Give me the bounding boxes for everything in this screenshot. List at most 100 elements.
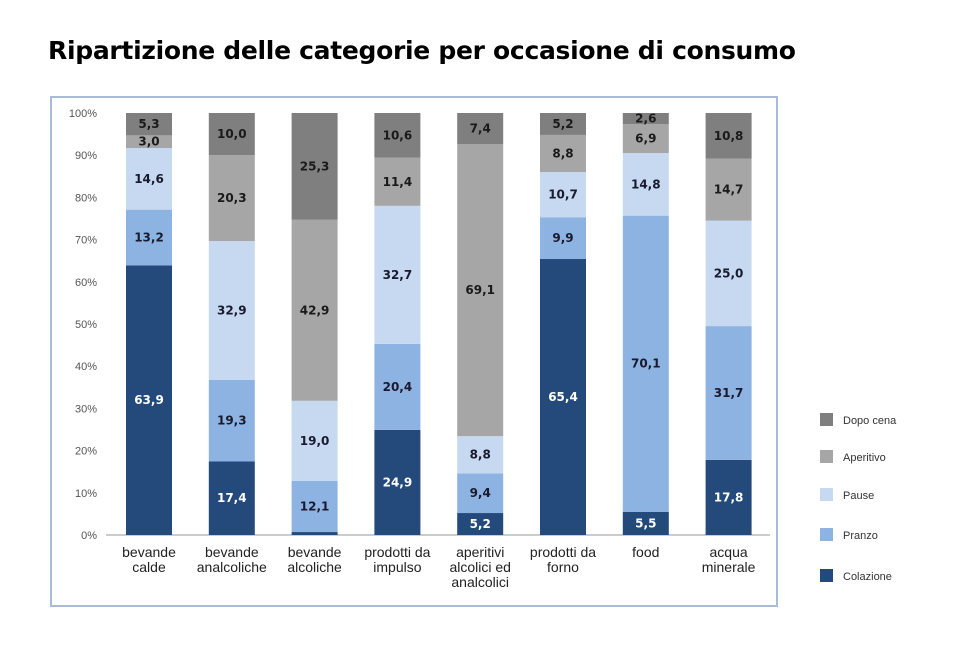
data-label: 20,3 xyxy=(217,191,247,205)
data-label: 14,7 xyxy=(714,183,744,197)
bar-segment-pause xyxy=(126,148,172,210)
bar-segment-pause xyxy=(622,153,669,216)
data-label: 2,6 xyxy=(635,111,656,125)
bar-segment-aperitivo xyxy=(622,123,669,154)
x-tick-label: bevande xyxy=(288,544,342,560)
data-label: 5,5 xyxy=(635,516,656,530)
data-label: 42,9 xyxy=(300,303,330,317)
x-tick-label: calde xyxy=(132,559,166,575)
x-tick-label: minerale xyxy=(702,559,756,575)
bar-segment-colazione xyxy=(374,429,421,535)
x-tick-label: acqua xyxy=(710,544,748,560)
x-tick-label: analcolici xyxy=(451,574,509,590)
legend-label: Aperitivo xyxy=(843,452,886,464)
bar-segment-pause xyxy=(291,400,338,481)
y-tick-label: 50% xyxy=(75,319,97,331)
data-label: 20,4 xyxy=(383,380,413,394)
data-label: 8,8 xyxy=(470,448,491,462)
data-label: 32,7 xyxy=(383,268,413,282)
data-label: 5,3 xyxy=(138,117,159,131)
data-label: 9,9 xyxy=(552,231,573,245)
bar-segment-pause xyxy=(457,436,504,474)
bar-segment-dopo-cena xyxy=(374,113,421,158)
bar-segment-dopo-cena xyxy=(291,113,338,220)
bar-segment-aperitivo xyxy=(126,135,172,149)
legend-label: Pranzo xyxy=(843,530,878,542)
y-tick-label: 30% xyxy=(75,403,97,415)
legend-swatch xyxy=(820,569,833,582)
data-label: 14,8 xyxy=(631,177,661,191)
bar-segment-pranzo xyxy=(622,215,669,512)
data-label: 10,7 xyxy=(548,188,578,202)
x-tick-label: analcoliche xyxy=(197,559,267,575)
data-label: 63,9 xyxy=(134,393,164,407)
data-label: 65,4 xyxy=(548,390,578,404)
bar-segment-dopo-cena xyxy=(208,113,255,156)
data-label: 25,0 xyxy=(714,266,744,280)
x-tick-label: impulso xyxy=(373,559,421,575)
y-tick-label: 80% xyxy=(75,192,97,204)
data-label: 17,8 xyxy=(714,490,744,504)
x-tick-label: bevande xyxy=(122,544,176,560)
x-tick-label: prodotti da xyxy=(364,544,430,560)
x-tick-label: alcoliche xyxy=(287,559,342,575)
legend-swatch xyxy=(820,450,833,463)
bar-segment-dopo-cena xyxy=(540,113,586,135)
y-tick-label: 70% xyxy=(75,235,97,247)
bar-segment-colazione xyxy=(705,459,752,535)
legend-label: Pause xyxy=(843,490,874,502)
bar-segment-aperitivo xyxy=(457,144,504,437)
bar-segment-dopo-cena xyxy=(705,113,752,159)
data-label: 17,4 xyxy=(217,491,247,505)
bar-segment-pranzo xyxy=(126,209,172,266)
bar-segment-pranzo xyxy=(374,343,421,430)
data-label: 70,1 xyxy=(631,357,661,371)
data-label: 5,2 xyxy=(552,117,573,131)
y-tick-label: 20% xyxy=(75,446,97,458)
data-label: 69,1 xyxy=(465,283,495,297)
legend-label: Colazione xyxy=(843,571,892,583)
legend-swatch xyxy=(820,528,833,541)
data-label: 24,9 xyxy=(383,475,413,489)
data-label: 3,0 xyxy=(138,135,159,149)
bar-segment-pranzo xyxy=(705,326,752,460)
x-tick-label: prodotti da xyxy=(530,544,596,560)
x-tick-label: forno xyxy=(547,559,579,575)
bar-segment-colazione xyxy=(457,513,504,535)
bar-segment-aperitivo xyxy=(540,134,586,173)
y-tick-label: 60% xyxy=(75,277,97,289)
x-tick-label: aperitivi xyxy=(456,544,504,560)
bar-segment-pranzo xyxy=(457,473,504,514)
data-label: 14,6 xyxy=(134,172,164,186)
data-label: 13,2 xyxy=(134,230,164,244)
bar-segment-aperitivo xyxy=(374,157,421,206)
x-tick-label: food xyxy=(632,544,659,560)
y-tick-label: 0% xyxy=(81,530,97,542)
data-label: 32,9 xyxy=(217,303,247,317)
chart-title: Ripartizione delle categorie per occasio… xyxy=(48,36,796,65)
bar-segment-colazione xyxy=(291,532,338,535)
y-tick-label: 90% xyxy=(75,150,97,162)
bar-segment-aperitivo xyxy=(705,158,752,221)
bar-segment-dopo-cena xyxy=(622,113,669,124)
bar-segment-colazione xyxy=(208,461,255,535)
data-label: 9,4 xyxy=(470,486,491,500)
legend-swatch xyxy=(820,488,833,501)
bar-segment-dopo-cena xyxy=(457,113,504,145)
data-label: 25,3 xyxy=(300,159,330,173)
bar-segment-colazione xyxy=(622,511,669,535)
y-tick-label: 10% xyxy=(75,488,97,500)
bar-segment-pranzo xyxy=(291,480,338,533)
x-tick-label: alcolici ed xyxy=(449,559,510,575)
bar-segment-colazione xyxy=(126,265,172,535)
data-label: 6,9 xyxy=(635,132,656,146)
bar-segment-pause xyxy=(374,205,421,344)
plot-area xyxy=(50,96,778,607)
bar-segment-colazione xyxy=(540,259,586,535)
data-label: 12,1 xyxy=(300,500,330,514)
data-label: 11,4 xyxy=(383,175,413,189)
data-label: 31,7 xyxy=(714,386,744,400)
bar-segment-pause xyxy=(705,220,752,327)
legend-swatch xyxy=(820,413,833,426)
